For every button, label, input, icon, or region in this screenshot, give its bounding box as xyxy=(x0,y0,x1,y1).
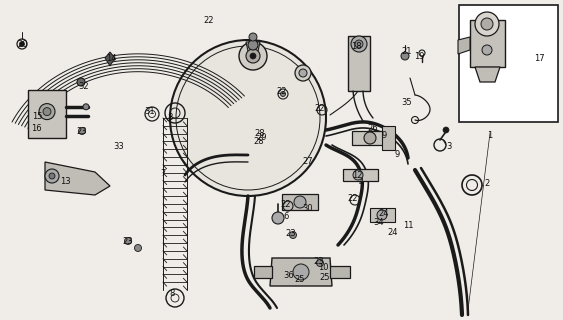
Text: 24: 24 xyxy=(379,209,389,218)
Text: 2: 2 xyxy=(484,179,490,188)
Text: 22: 22 xyxy=(348,194,358,203)
Text: 24: 24 xyxy=(388,228,398,236)
Polygon shape xyxy=(270,258,332,286)
Text: 33: 33 xyxy=(114,141,124,150)
Polygon shape xyxy=(246,42,260,51)
Circle shape xyxy=(377,210,387,220)
Text: 15: 15 xyxy=(32,111,42,121)
Circle shape xyxy=(83,104,89,110)
Circle shape xyxy=(353,170,363,180)
Text: 25: 25 xyxy=(320,273,330,282)
Polygon shape xyxy=(254,266,272,278)
Text: 28: 28 xyxy=(254,129,265,138)
Polygon shape xyxy=(28,90,66,138)
Text: 28: 28 xyxy=(254,137,264,146)
Circle shape xyxy=(293,264,309,280)
Text: 35: 35 xyxy=(401,98,412,107)
Circle shape xyxy=(135,244,141,252)
Circle shape xyxy=(239,42,267,70)
Circle shape xyxy=(289,231,297,238)
Circle shape xyxy=(249,33,257,41)
Text: 23: 23 xyxy=(123,236,133,245)
Text: 11: 11 xyxy=(403,220,413,229)
Polygon shape xyxy=(330,266,350,278)
Circle shape xyxy=(39,104,55,120)
Polygon shape xyxy=(348,36,370,91)
Text: 26: 26 xyxy=(368,124,378,132)
Circle shape xyxy=(78,127,86,134)
Circle shape xyxy=(295,65,311,81)
Polygon shape xyxy=(370,208,395,222)
Circle shape xyxy=(45,169,59,183)
Circle shape xyxy=(124,237,132,244)
Text: 17: 17 xyxy=(534,53,544,62)
Circle shape xyxy=(77,78,85,86)
Text: 31: 31 xyxy=(145,107,155,116)
Text: 13: 13 xyxy=(60,177,70,186)
Text: 32: 32 xyxy=(79,82,90,91)
Circle shape xyxy=(482,45,492,55)
Circle shape xyxy=(43,108,51,116)
Text: 30: 30 xyxy=(303,204,314,212)
Circle shape xyxy=(355,40,363,48)
Circle shape xyxy=(401,52,409,60)
Text: 8: 8 xyxy=(167,113,173,122)
Circle shape xyxy=(316,260,324,267)
Text: 19: 19 xyxy=(414,52,425,60)
Text: 36: 36 xyxy=(284,270,294,279)
Circle shape xyxy=(294,196,306,208)
Circle shape xyxy=(351,36,367,52)
Text: 9: 9 xyxy=(381,131,387,140)
Text: 34: 34 xyxy=(374,218,385,227)
Polygon shape xyxy=(382,126,395,150)
Text: 12: 12 xyxy=(352,171,362,180)
Circle shape xyxy=(248,40,258,50)
Circle shape xyxy=(272,212,284,224)
Polygon shape xyxy=(105,52,115,66)
Text: 23: 23 xyxy=(77,126,87,135)
Text: 25: 25 xyxy=(295,275,305,284)
Text: 4: 4 xyxy=(359,178,364,187)
Circle shape xyxy=(49,173,55,179)
Text: 22: 22 xyxy=(204,15,215,25)
Text: 22: 22 xyxy=(315,103,325,113)
Circle shape xyxy=(475,12,499,36)
Circle shape xyxy=(443,127,449,133)
Polygon shape xyxy=(45,162,110,195)
Circle shape xyxy=(364,132,376,144)
Text: 9: 9 xyxy=(394,149,400,158)
Polygon shape xyxy=(470,20,505,67)
Polygon shape xyxy=(458,37,470,54)
Polygon shape xyxy=(282,194,318,210)
Text: 29: 29 xyxy=(257,132,267,141)
Text: 8: 8 xyxy=(169,290,175,299)
Text: 21: 21 xyxy=(402,46,412,55)
Circle shape xyxy=(170,40,326,196)
Circle shape xyxy=(299,69,307,77)
Text: 22: 22 xyxy=(281,199,291,209)
Text: 3: 3 xyxy=(446,141,452,150)
Circle shape xyxy=(280,92,285,97)
Polygon shape xyxy=(475,67,500,82)
Circle shape xyxy=(250,53,256,59)
Circle shape xyxy=(20,42,25,46)
Text: 22: 22 xyxy=(277,86,287,95)
Text: 10: 10 xyxy=(318,263,328,273)
Polygon shape xyxy=(352,131,388,145)
Polygon shape xyxy=(343,169,378,181)
Circle shape xyxy=(481,18,493,30)
Text: 23: 23 xyxy=(285,228,296,237)
Text: 20: 20 xyxy=(18,39,28,49)
Text: 16: 16 xyxy=(31,124,41,132)
Text: 6: 6 xyxy=(283,212,289,220)
Text: 1: 1 xyxy=(488,131,493,140)
Text: 27: 27 xyxy=(303,156,314,165)
Text: 7: 7 xyxy=(160,169,166,178)
Text: 14: 14 xyxy=(106,53,116,62)
Circle shape xyxy=(246,49,260,63)
Text: 18: 18 xyxy=(351,42,361,51)
Text: 23: 23 xyxy=(314,257,324,266)
Bar xyxy=(459,5,558,122)
